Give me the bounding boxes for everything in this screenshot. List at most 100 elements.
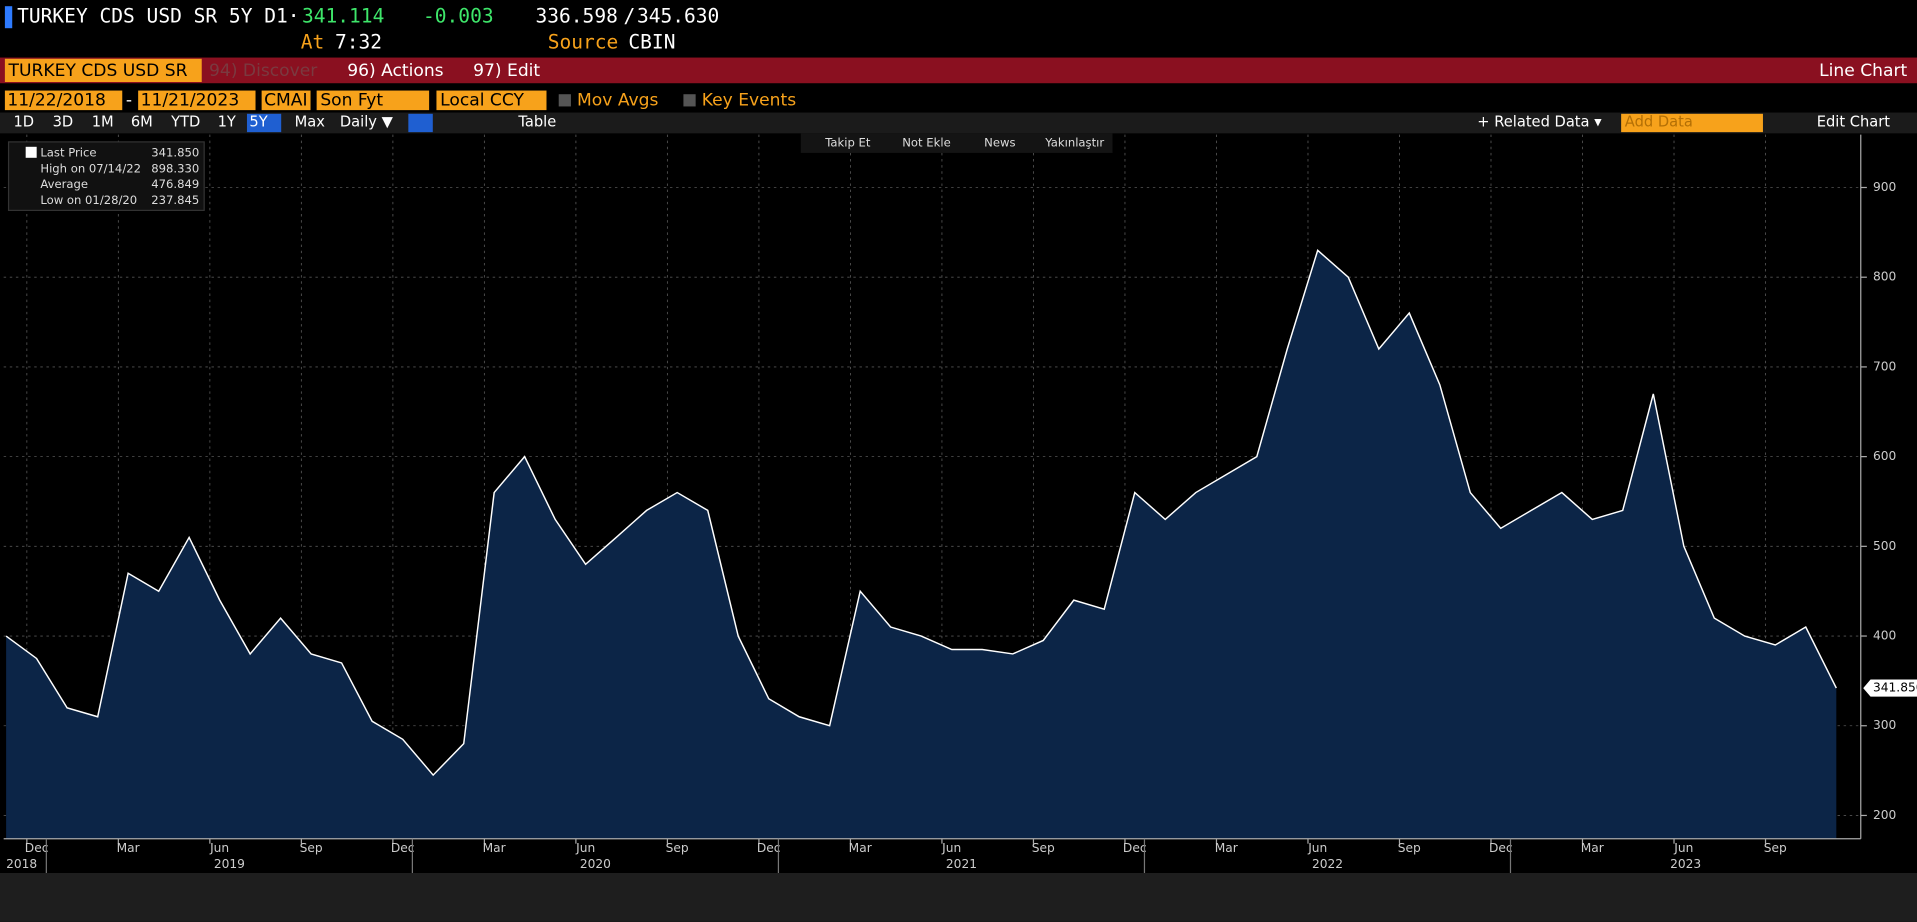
cursor — [4, 6, 13, 29]
x-tick-label: Jun — [941, 841, 961, 855]
line-icon[interactable] — [408, 113, 433, 133]
legend-value: 341.850 — [151, 145, 199, 159]
x-tick-label: Mar — [1215, 841, 1239, 855]
x-tick-label: Dec — [25, 841, 49, 855]
x-tick-label: Jun — [575, 841, 595, 855]
y-tick-label: 800 — [1873, 270, 1896, 284]
x-tick-label: Sep — [1032, 841, 1055, 855]
frequency[interactable]: Daily ▼ — [340, 113, 394, 130]
x-tick-label: Dec — [1123, 841, 1147, 855]
field-box[interactable] — [316, 90, 430, 111]
x-tick-label: Dec — [1489, 841, 1513, 855]
period[interactable]: 5Y — [249, 113, 267, 130]
sep: / — [624, 5, 636, 28]
chart-tool[interactable]: Takip Et — [824, 136, 871, 150]
year-label: 2019 — [214, 857, 245, 871]
x-tick-label: Mar — [117, 841, 141, 855]
security[interactable]: TURKEY CDS USD SR — [8, 61, 188, 81]
x-tick-label: Mar — [849, 841, 873, 855]
tools-bar — [800, 133, 1113, 153]
mode: Line Chart — [1819, 61, 1907, 81]
chart-tool[interactable]: Not Ekle — [902, 136, 950, 150]
edit[interactable]: 97) Edit — [473, 61, 540, 81]
security-box[interactable] — [4, 58, 202, 83]
legend-label: Average — [40, 177, 88, 191]
y-tick-label: 500 — [1873, 539, 1896, 553]
chart-tool[interactable]: Yakınlaştır — [1044, 136, 1104, 150]
toolbar — [0, 57, 1917, 84]
period[interactable]: 3D — [53, 113, 74, 130]
checkbox[interactable] — [558, 94, 571, 107]
y-tick-label: 700 — [1873, 359, 1896, 373]
dash: - — [126, 90, 132, 110]
x-tick-label: Dec — [391, 841, 415, 855]
legend-value: 237.845 — [151, 193, 199, 207]
related[interactable]: + Related Data ▾ — [1477, 113, 1602, 130]
period-bar — [0, 112, 1917, 134]
bid: 336.598 — [535, 5, 617, 28]
footer — [0, 873, 1917, 922]
source-code: CBIN — [628, 30, 675, 53]
field[interactable]: Son Fyt — [320, 90, 383, 110]
currency-box[interactable] — [436, 90, 547, 111]
period[interactable]: 1M — [92, 113, 114, 130]
add-data-box[interactable] — [1621, 113, 1763, 133]
ask: 345.630 — [637, 5, 719, 28]
period-active — [246, 113, 282, 133]
x-tick-label: Sep — [1398, 841, 1421, 855]
edit-chart[interactable]: Edit Chart — [1817, 113, 1891, 130]
pcs-box[interactable] — [261, 90, 311, 111]
x-tick-label: Mar — [483, 841, 507, 855]
end[interactable]: 11/21/2023 — [141, 90, 240, 110]
end-box[interactable] — [138, 90, 256, 111]
x-tick-label: Sep — [300, 841, 323, 855]
time: 7:32 — [335, 30, 382, 53]
x-tick-label: Sep — [666, 841, 689, 855]
ticker: TURKEY CDS USD SR 5Y D1· — [17, 5, 299, 28]
legend-swatch — [25, 146, 37, 158]
y-tick-label: 300 — [1873, 718, 1896, 732]
y-tick-label: 400 — [1873, 629, 1896, 643]
area — [6, 250, 1837, 839]
legend-box — [7, 141, 205, 211]
last: 341.114 — [302, 5, 384, 28]
x-tick-label: Mar — [1581, 841, 1605, 855]
change: -0.003 — [423, 5, 494, 28]
legend-label: Low on 01/28/20 — [40, 193, 137, 207]
start[interactable]: 11/22/2018 — [7, 90, 106, 110]
table[interactable]: Table — [517, 113, 556, 130]
last-price-tag — [1863, 679, 1917, 697]
x-tick-label: Jun — [209, 841, 229, 855]
period[interactable]: Max — [295, 113, 326, 130]
period[interactable]: 1D — [13, 113, 34, 130]
start-box[interactable] — [4, 90, 123, 111]
last-price-label: 341.850 — [1873, 681, 1917, 695]
y-tick-label: 900 — [1873, 180, 1896, 194]
actions[interactable]: 96) Actions — [347, 61, 443, 81]
checkbox[interactable] — [683, 94, 696, 107]
legend-label: High on 07/14/22 — [40, 161, 141, 175]
x-tick-label: Jun — [1307, 841, 1327, 855]
key-events[interactable]: Key Events — [702, 90, 796, 110]
source: Source — [548, 30, 619, 53]
period[interactable]: 6M — [131, 113, 153, 130]
x-tick-label: Jun — [1673, 841, 1693, 855]
year-label: 2023 — [1670, 857, 1701, 871]
line — [5, 249, 1837, 777]
period[interactable]: 1Y — [218, 113, 236, 130]
legend-label: Last Price — [40, 145, 96, 159]
add-data[interactable]: Add Data — [1625, 113, 1693, 130]
x-tick-label: Dec — [757, 841, 781, 855]
year-label: 2022 — [1312, 857, 1343, 871]
x-tick-label: Sep — [1764, 841, 1787, 855]
year-label: 2020 — [580, 857, 611, 871]
currency[interactable]: Local CCY — [440, 90, 524, 110]
period[interactable]: YTD — [170, 113, 200, 130]
discover[interactable]: 94) Discover — [209, 61, 318, 81]
at: At — [301, 30, 325, 53]
year-label: 2018 — [6, 857, 37, 871]
chart-tool[interactable]: News — [984, 136, 1015, 150]
pcs[interactable]: CMAI — [264, 90, 307, 110]
mov-avgs[interactable]: Mov Avgs — [577, 90, 658, 110]
